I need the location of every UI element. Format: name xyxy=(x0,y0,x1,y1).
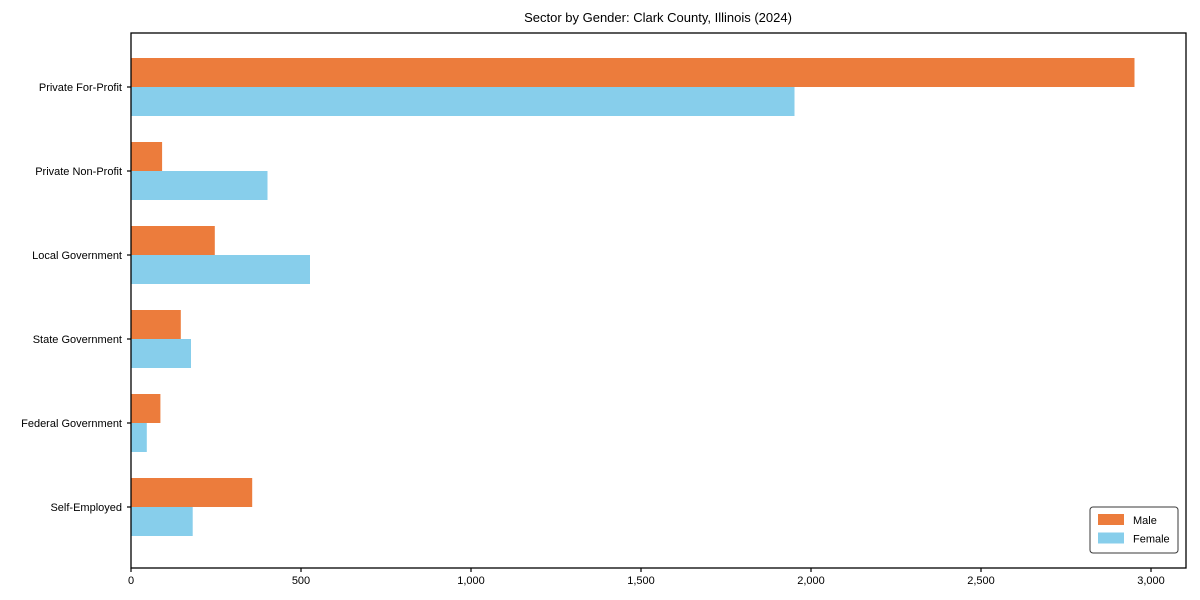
chart-title: Sector by Gender: Clark County, Illinois… xyxy=(524,10,792,25)
y-tick-label-local-government: Local Government xyxy=(32,250,122,262)
x-axis: 0 500 1,000 1,500 2,000 2,500 3,000 xyxy=(128,568,1165,587)
x-tick-label-0: 0 xyxy=(128,575,134,587)
y-tick-label-state-government: State Government xyxy=(33,334,122,346)
legend: Male Female xyxy=(1089,506,1179,554)
bar-male-private-non-profit xyxy=(131,142,163,171)
bar-male-federal-government xyxy=(131,394,161,423)
bar-female-private-for-profit xyxy=(131,87,795,116)
legend-label-male: Male xyxy=(1133,515,1157,527)
legend-box xyxy=(1089,506,1179,554)
x-tick-label-3000: 3,000 xyxy=(1137,575,1165,587)
x-tick-label-500: 500 xyxy=(292,575,310,587)
y-tick-label-federal-government: Federal Government xyxy=(21,418,122,430)
legend-swatch-male xyxy=(1098,514,1124,525)
x-tick-label-2500: 2,500 xyxy=(967,575,995,587)
y-axis: Private For-Profit Private Non-Profit Loca… xyxy=(21,82,131,514)
bar-female-federal-government xyxy=(131,423,147,452)
bars-group xyxy=(131,58,1135,536)
y-tick-label-self-employed: Self-Employed xyxy=(50,502,122,514)
bar-female-state-government xyxy=(131,339,191,368)
legend-swatch-female xyxy=(1098,532,1124,544)
plot-frame xyxy=(130,32,1187,569)
x-tick-label-1000: 1,000 xyxy=(457,575,485,587)
y-tick-label-private-for-profit: Private For-Profit xyxy=(39,82,122,94)
axes-spines xyxy=(130,32,1187,569)
bar-male-self-employed xyxy=(131,478,253,507)
bar-female-local-government xyxy=(131,255,310,284)
bar-female-private-non-profit xyxy=(131,171,268,200)
bar-female-self-employed xyxy=(131,507,193,536)
bar-male-private-for-profit xyxy=(131,58,1135,87)
bar-male-state-government xyxy=(131,310,181,339)
x-tick-label-2000: 2,000 xyxy=(797,575,825,587)
y-tick-label-private-non-profit: Private Non-Profit xyxy=(35,166,122,178)
x-tick-label-1500: 1,500 xyxy=(627,575,655,587)
legend-label-female: Female xyxy=(1133,534,1170,546)
bar-male-local-government xyxy=(131,226,215,255)
